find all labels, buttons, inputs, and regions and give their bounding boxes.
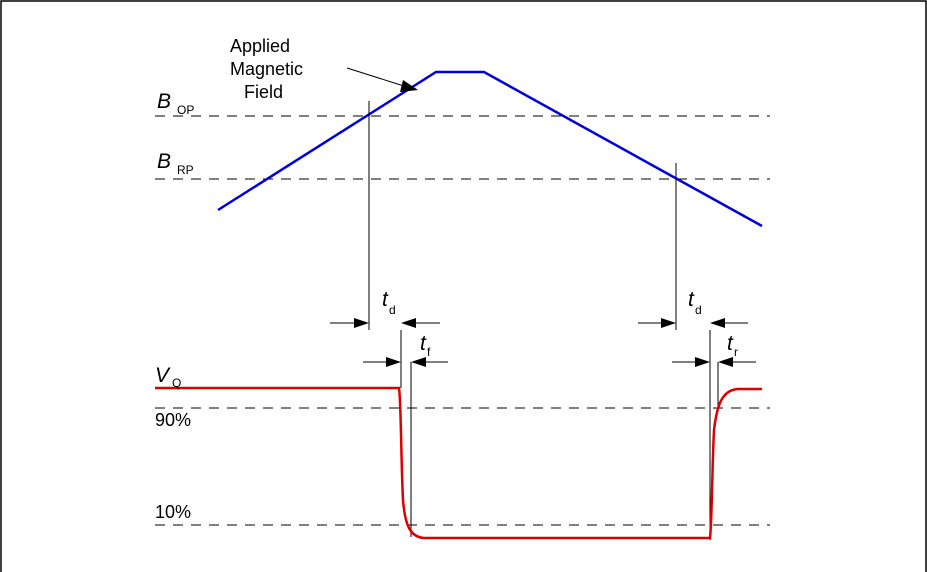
td-left-label: t xyxy=(382,288,389,311)
b-op-label: B xyxy=(157,90,171,113)
field-callout-line xyxy=(346,67,408,88)
tf-label: t xyxy=(420,332,427,355)
tr-label: t xyxy=(727,332,734,355)
b-rp-label: B xyxy=(157,150,171,173)
percent-10-label: 10% xyxy=(155,502,191,522)
tf-arrowhead-1 xyxy=(386,357,401,367)
td-left-arrowhead-1 xyxy=(354,318,369,328)
td-right-arrowhead-2 xyxy=(710,318,725,328)
td-right-label: t xyxy=(688,288,695,311)
td-right-arrowhead-1 xyxy=(661,318,676,328)
b-op-subscript: OP xyxy=(177,103,194,117)
td-right-subscript: d xyxy=(695,303,702,317)
b-rp-subscript: RP xyxy=(177,163,194,177)
v-q-subscript: Q xyxy=(172,376,181,390)
percent-90-label: 90% xyxy=(155,410,191,430)
tf-arrowhead-2 xyxy=(411,357,426,367)
field-label-line-3: Field xyxy=(244,82,283,102)
v-q-label: V xyxy=(155,364,171,387)
td-left-arrowhead-2 xyxy=(401,318,416,328)
field-callout-arrowhead xyxy=(400,80,418,92)
output-voltage-waveform xyxy=(155,386,762,540)
tf-subscript: f xyxy=(427,345,431,359)
applied-magnetic-field-waveform xyxy=(217,70,763,228)
tr-arrowhead-1 xyxy=(695,357,710,367)
tr-arrowhead-2 xyxy=(718,357,733,367)
field-label-line-2: Magnetic xyxy=(230,59,303,79)
tr-subscript: r xyxy=(734,345,738,359)
field-label-line-1: Applied xyxy=(230,36,290,56)
td-left-subscript: d xyxy=(389,303,396,317)
